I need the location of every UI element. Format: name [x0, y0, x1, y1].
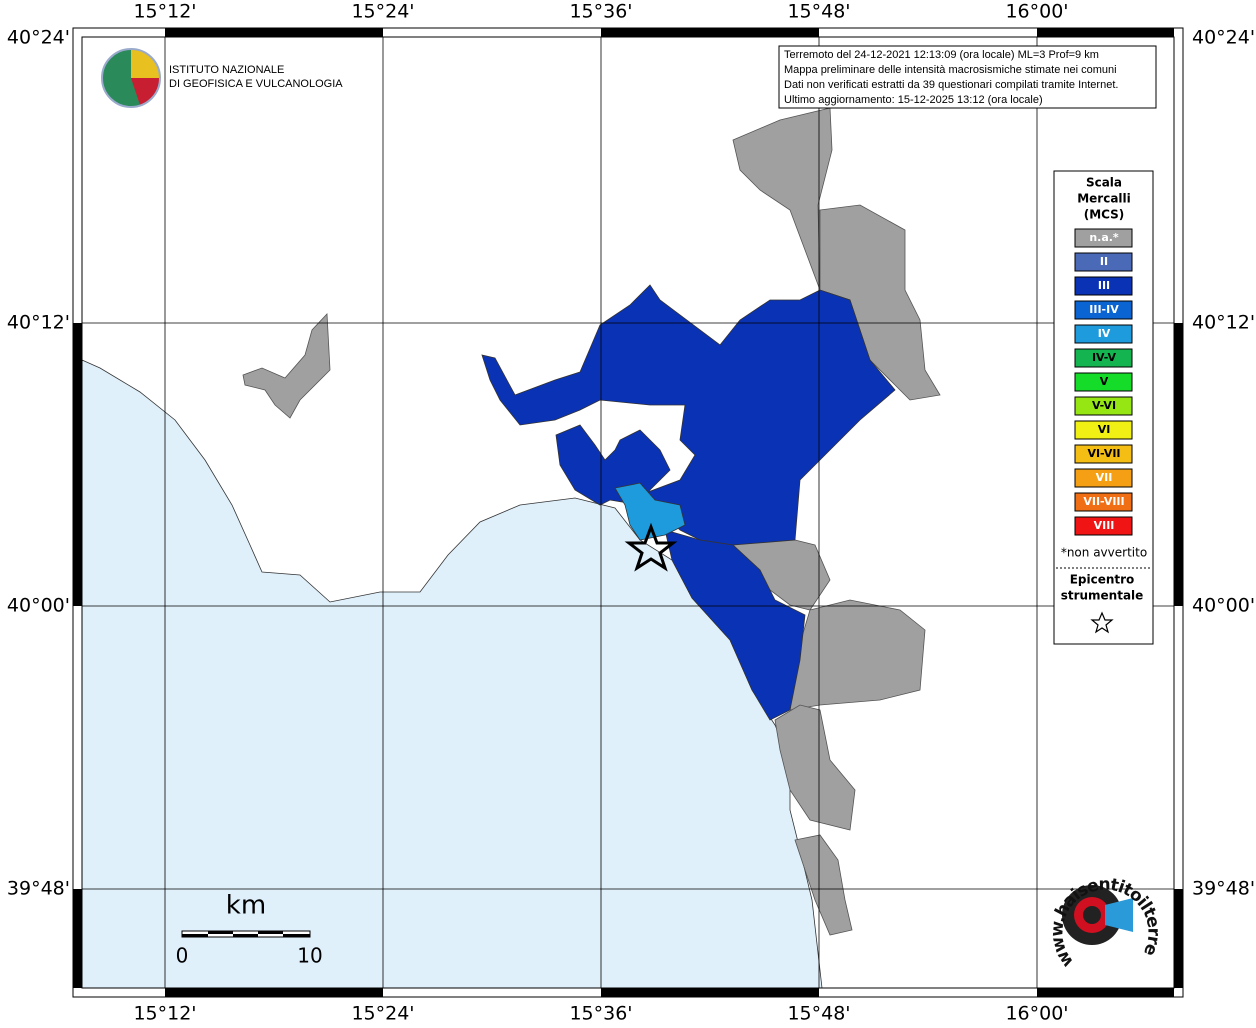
legend-swatch: [1074, 276, 1133, 296]
lon-label-bottom: 15°36': [569, 1003, 632, 1025]
lat-label-right: 40°12': [1192, 312, 1255, 334]
lon-label-bottom: 16°00': [1005, 1003, 1068, 1025]
legend-label: VIII: [1094, 519, 1115, 532]
logo-text: DI GEOFISICA E VULCANOLOGIA: [169, 78, 343, 90]
legend-label: VI-VII: [1087, 447, 1120, 460]
legend-swatch: [1074, 348, 1133, 368]
legend-swatch: [1074, 420, 1133, 440]
scale-unit: km: [226, 891, 266, 921]
lon-label-top: 15°12': [133, 1, 196, 23]
legend-title: Scala: [1086, 176, 1122, 190]
lat-label-left: 40°24': [7, 27, 70, 49]
legend-label: III: [1098, 279, 1110, 292]
info-box: [778, 45, 1157, 109]
scale-label: 10: [297, 944, 322, 968]
legend-epicenter: Epicentro: [1070, 573, 1135, 587]
lon-label-top: 15°36': [569, 1, 632, 23]
legend-star: [1090, 611, 1114, 634]
lat-label-right: 40°00': [1192, 595, 1255, 617]
lon-label-bottom: 15°24': [351, 1003, 414, 1025]
graticule: [82, 37, 1174, 988]
info-line: Mappa preliminare delle intensità macros…: [784, 64, 1117, 76]
legend-swatch: [1074, 492, 1133, 512]
scale-bar: [181, 930, 311, 938]
legend-swatch: [1074, 324, 1133, 344]
legend-label: n.a.*: [1089, 231, 1119, 244]
legend-label: VII: [1096, 471, 1113, 484]
legend-swatch: [1074, 252, 1133, 272]
legend-label: III-IV: [1089, 303, 1119, 316]
lon-label-top: 15°24': [351, 1, 414, 23]
lat-label-left: 39°48': [7, 878, 70, 900]
legend-title: (MCS): [1084, 208, 1125, 222]
legend-label: VI: [1098, 423, 1111, 436]
ingv-logo: [101, 48, 161, 108]
hsit-logo: [1062, 885, 1133, 945]
lon-label-bottom: 15°48': [787, 1003, 850, 1025]
region-iv: [614, 482, 686, 541]
legend-swatch: [1074, 372, 1133, 392]
info-line: Dati non verificati estratti da 39 quest…: [784, 79, 1118, 91]
lon-label-top: 16°00': [1005, 1, 1068, 23]
legend-label: V-VI: [1092, 399, 1116, 412]
legend-label: II: [1100, 255, 1108, 268]
legend-swatch: [1074, 444, 1133, 464]
lat-label-left: 40°12': [7, 312, 70, 334]
legend-title: Mercalli: [1077, 192, 1131, 206]
region-na: [242, 107, 941, 936]
legend-note: *non avvertito: [1061, 546, 1147, 560]
legend-swatch: [1074, 468, 1133, 488]
info-line: Ultimo aggiornamento: 15-12-2025 13:12 (…: [784, 94, 1043, 106]
lat-label-left: 40°00': [7, 595, 70, 617]
legend-label: V: [1100, 375, 1109, 388]
info-line: Terremoto del 24-12-2021 12:13:09 (ora l…: [784, 49, 1099, 61]
legend-swatch: [1074, 396, 1133, 416]
lat-label-right: 40°24': [1192, 27, 1255, 49]
legend-swatch: [1074, 300, 1133, 320]
legend-swatch: [1074, 516, 1133, 536]
legend-label: IV-V: [1092, 351, 1117, 364]
epicenter-star: [624, 522, 678, 572]
region-iii: [481, 284, 896, 721]
lat-label-right: 39°48': [1192, 878, 1255, 900]
scale-label: 0: [176, 944, 189, 968]
logo-text: ISTITUTO NAZIONALE: [169, 64, 284, 76]
lon-label-top: 15°48': [787, 1, 850, 23]
legend-epicenter: strumentale: [1061, 589, 1144, 603]
sea: [81, 359, 823, 989]
legend-label: VII-VIII: [1083, 495, 1124, 508]
legend-swatch: [1074, 228, 1133, 248]
frame-bars: [73, 28, 1183, 997]
legend-label: IV: [1098, 327, 1111, 340]
lon-label-bottom: 15°12': [133, 1003, 196, 1025]
